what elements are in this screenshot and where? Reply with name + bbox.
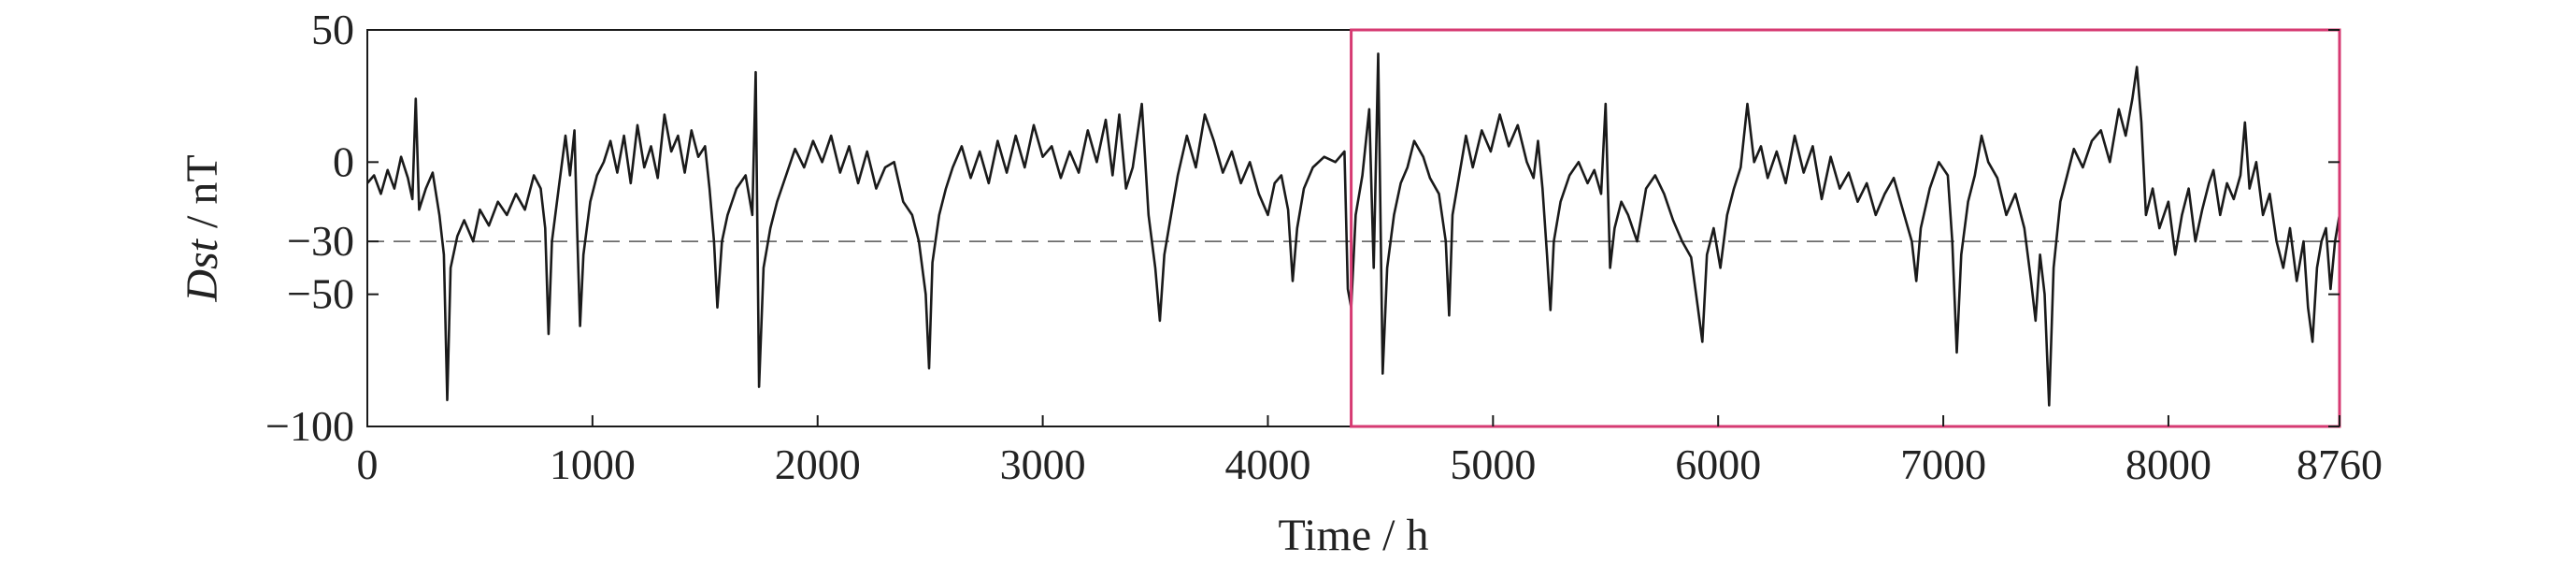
series-line-0 bbox=[366, 52, 2341, 407]
x-axis-label: Time / h bbox=[1279, 511, 1429, 560]
highlight-box bbox=[1350, 28, 2341, 428]
y-tick-label: 0 bbox=[333, 137, 354, 185]
y-tick-label: −30 bbox=[287, 217, 354, 265]
series-layer bbox=[366, 52, 2341, 407]
x-tick-label: 5000 bbox=[1450, 440, 1536, 488]
y-tick-label: −100 bbox=[265, 402, 354, 450]
y-tick-label: −50 bbox=[287, 270, 354, 318]
x-tick-label: 4000 bbox=[1224, 440, 1310, 488]
y-tick-label: 50 bbox=[311, 6, 354, 53]
plot-frame bbox=[366, 29, 2340, 427]
x-tick-label: 6000 bbox=[1675, 440, 1761, 488]
x-tick-label: 7000 bbox=[1900, 440, 1986, 488]
x-tick-label: 0 bbox=[357, 440, 379, 488]
y-axis-label-variable: Dst bbox=[178, 238, 227, 302]
x-tick-label: 8760 bbox=[2297, 440, 2383, 488]
y-axis-label: Dst / nT bbox=[178, 154, 227, 302]
y-axis-label-unit: / nT bbox=[178, 154, 227, 239]
x-tick-label: 8000 bbox=[2125, 440, 2211, 488]
x-tick-label: 2000 bbox=[775, 440, 861, 488]
y-axis-ticks: 50 0 −30 −50 −100 bbox=[265, 6, 2340, 450]
x-tick-label: 1000 bbox=[550, 440, 636, 488]
x-tick-label: 3000 bbox=[1000, 440, 1086, 488]
x-axis-ticks: 0 1000 2000 3000 4000 5000 6000 7000 8000 8760 bbox=[357, 415, 2383, 488]
